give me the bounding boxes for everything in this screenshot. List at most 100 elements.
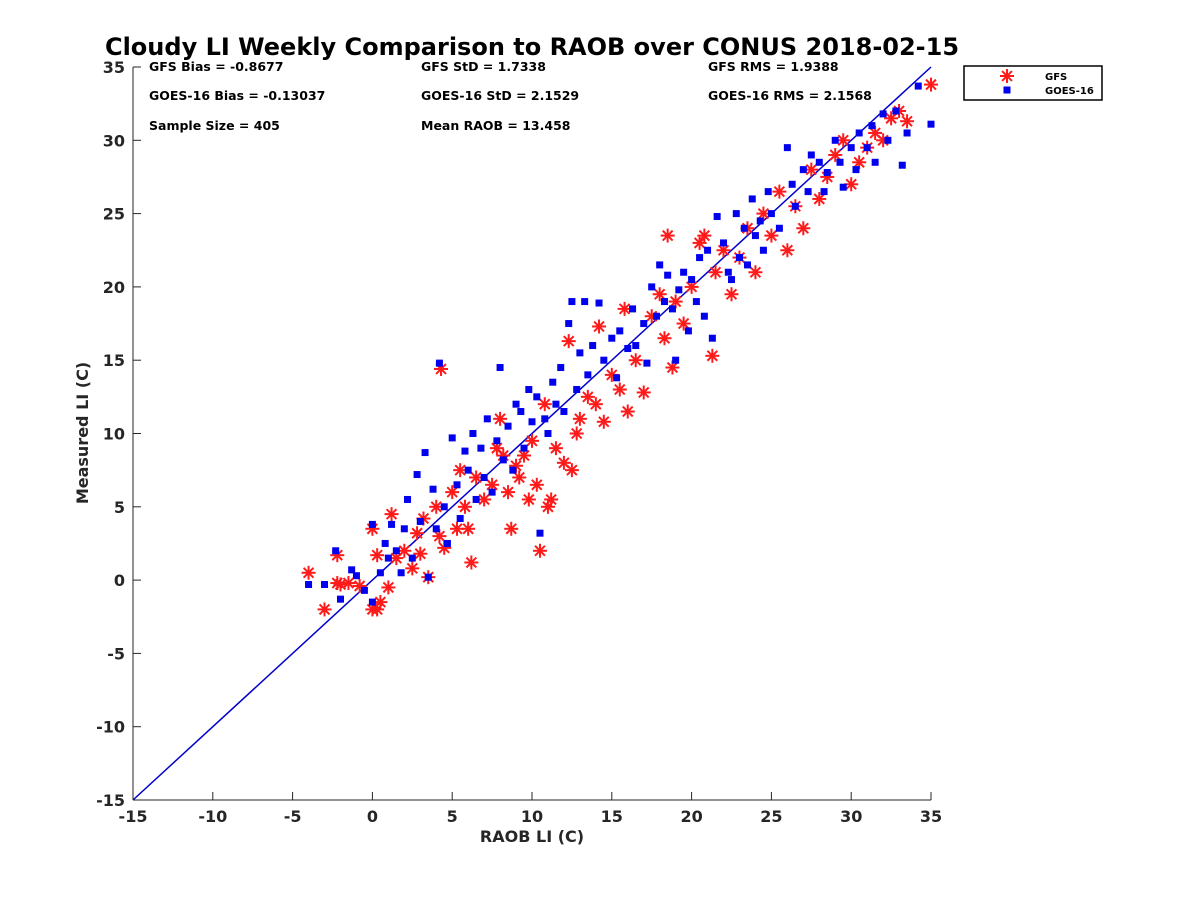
stat-annotation: Mean RAOB = 13.458 — [421, 118, 570, 133]
data-point-gfs — [525, 433, 539, 448]
data-point-goes16 — [652, 312, 660, 320]
x-axis-label: RAOB LI (C) — [480, 827, 584, 846]
data-point-goes16 — [533, 393, 541, 401]
data-point-goes16 — [520, 444, 528, 452]
data-point-goes16 — [565, 320, 573, 328]
x-tick-label: 15 — [601, 807, 623, 826]
data-point-gfs — [556, 455, 571, 470]
data-point-gfs — [828, 147, 843, 162]
y-tick-label: -15 — [96, 791, 125, 810]
data-point-gfs — [341, 576, 356, 591]
data-point-goes16 — [440, 503, 448, 511]
data-point-goes16 — [469, 430, 477, 437]
data-point-goes16 — [847, 144, 855, 152]
data-point-goes16 — [557, 364, 565, 372]
data-point-goes16 — [743, 261, 751, 269]
data-point-goes16 — [684, 327, 692, 335]
data-point-goes16 — [708, 334, 716, 342]
data-point-goes16 — [472, 495, 480, 503]
data-point-gfs — [780, 243, 795, 258]
data-point-goes16 — [680, 268, 688, 276]
series-gfs — [301, 77, 938, 617]
data-point-goes16 — [443, 539, 451, 547]
y-tick-label: 5 — [114, 498, 125, 517]
data-point-goes16 — [898, 161, 906, 169]
data-point-goes16 — [512, 400, 520, 408]
data-point-goes16 — [700, 312, 708, 320]
data-point-goes16 — [664, 271, 672, 279]
data-point-goes16 — [413, 471, 421, 479]
y-tick-label: 30 — [103, 131, 125, 150]
data-point-goes16 — [751, 232, 759, 240]
data-point-goes16 — [464, 466, 472, 474]
legend-marker-gfs — [1000, 69, 1014, 83]
data-point-goes16 — [528, 418, 536, 426]
data-point-goes16 — [368, 520, 376, 528]
data-point-goes16 — [799, 166, 807, 174]
data-point-gfs — [397, 543, 412, 558]
data-point-goes16 — [517, 408, 525, 416]
data-point-goes16 — [804, 188, 812, 196]
data-point-goes16 — [879, 110, 887, 118]
data-point-goes16 — [400, 525, 408, 533]
stat-annotation: GOES-16 Bias = -0.13037 — [149, 88, 325, 103]
data-point-gfs — [676, 316, 691, 331]
data-point-gfs — [384, 507, 399, 522]
data-point-goes16 — [668, 305, 676, 313]
data-point-goes16 — [839, 183, 847, 191]
data-point-goes16 — [381, 539, 389, 547]
data-point-gfs — [612, 382, 627, 397]
data-point-goes16 — [868, 122, 876, 130]
data-point-gfs — [692, 235, 707, 250]
data-point-goes16 — [560, 408, 568, 416]
data-point-gfs — [569, 426, 584, 441]
data-point-gfs — [924, 77, 938, 92]
y-tick-label: 15 — [103, 351, 125, 370]
x-tick-label: 30 — [840, 807, 862, 826]
data-point-goes16 — [549, 378, 557, 386]
data-point-goes16 — [499, 456, 507, 464]
data-point-gfs — [477, 492, 492, 507]
data-point-gfs — [457, 499, 472, 514]
data-point-goes16 — [600, 356, 608, 364]
data-point-goes16 — [732, 210, 740, 218]
data-point-goes16 — [756, 217, 764, 225]
data-point-goes16 — [740, 224, 748, 232]
data-point-goes16 — [483, 415, 491, 423]
data-point-gfs — [620, 404, 635, 419]
data-point-goes16 — [724, 268, 732, 276]
legend: GFS GOES-16 — [963, 65, 1103, 101]
data-point-gfs — [449, 521, 464, 536]
data-point-goes16 — [672, 356, 680, 364]
data-point-goes16 — [348, 566, 356, 574]
data-point-goes16 — [613, 374, 621, 382]
data-point-goes16 — [589, 342, 597, 350]
data-point-goes16 — [632, 342, 640, 350]
data-point-goes16 — [536, 529, 544, 537]
data-point-goes16 — [368, 598, 376, 606]
data-point-gfs — [652, 287, 667, 302]
data-point-gfs — [405, 561, 420, 576]
data-point-goes16 — [352, 572, 360, 580]
data-point-gfs — [370, 548, 385, 563]
x-tick-label: 20 — [680, 807, 702, 826]
chart-title: Cloudy LI Weekly Comparison to RAOB over… — [105, 33, 959, 61]
data-point-gfs — [529, 477, 544, 492]
stat-annotation: GFS Bias = -0.8677 — [149, 59, 283, 74]
data-point-goes16 — [424, 573, 432, 581]
data-point-goes16 — [855, 129, 863, 137]
data-point-goes16 — [720, 239, 728, 247]
data-point-gfs — [317, 602, 332, 617]
data-point-gfs — [521, 492, 536, 507]
data-point-gfs — [564, 463, 579, 478]
one-to-one-line — [132, 66, 932, 801]
data-point-gfs — [628, 353, 643, 368]
y-tick-label: 0 — [114, 571, 125, 590]
legend-label: GOES-16 — [1045, 86, 1094, 97]
data-point-goes16 — [321, 580, 329, 588]
data-point-goes16 — [435, 359, 443, 367]
data-point-goes16 — [927, 120, 935, 128]
data-point-goes16 — [831, 136, 839, 144]
data-point-goes16 — [643, 359, 651, 367]
data-point-goes16 — [384, 554, 392, 562]
